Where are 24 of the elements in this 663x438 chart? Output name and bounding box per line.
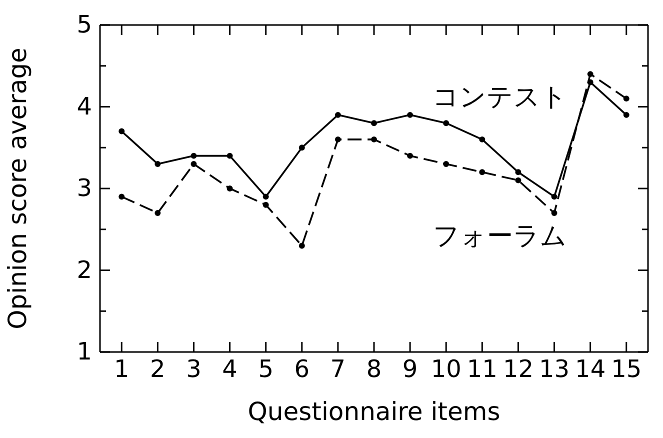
y-tick-label: 1 [76,338,92,366]
x-tick-label: 6 [294,355,310,384]
x-tick-label: 15 [611,355,642,384]
x-tick-label: 1 [114,355,130,384]
y-tick-label: 2 [76,256,92,284]
y-tick-label: 4 [76,92,92,120]
x-tick-label: 3 [186,355,202,384]
x-tick-label: 2 [150,355,166,384]
x-tick-label: 4 [222,355,238,384]
y-axis-title: Opinion score average [3,48,32,330]
x-tick-label: 7 [330,355,346,384]
series-label: フォーラム [433,222,568,252]
x-tick-label: 14 [575,355,606,384]
y-tick-label: 5 [76,10,92,39]
x-tick-label: 13 [538,355,570,384]
x-tick-label: 8 [366,355,382,384]
y-tick-label: 3 [76,174,92,202]
x-tick-label: 11 [466,355,498,384]
x-tick-label: 12 [502,355,534,384]
series-label: コンテスト [432,82,568,113]
x-tick-label: 10 [430,355,462,384]
x-tick-label: 9 [402,355,418,384]
x-tick-label: 5 [258,355,274,384]
x-axis-title: Questionnaire items [248,397,500,426]
